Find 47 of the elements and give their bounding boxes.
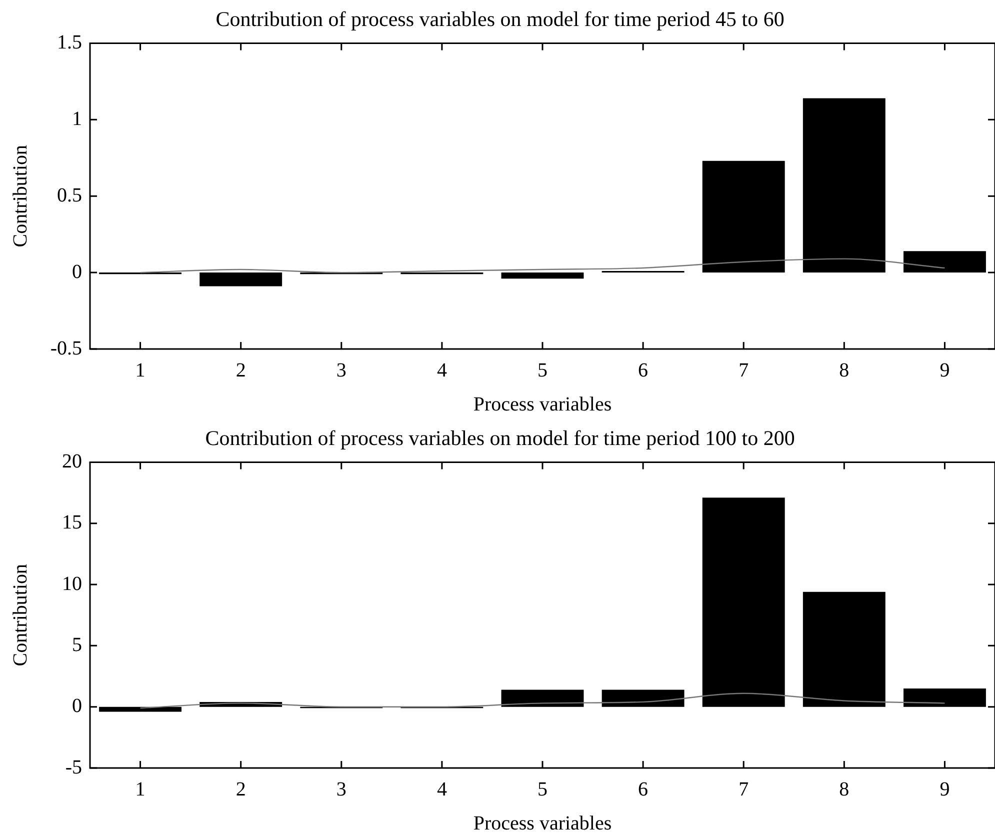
y-tick-label: 1: [72, 108, 82, 130]
bar: [903, 251, 986, 273]
line-series: [140, 258, 946, 274]
x-tick-label: 5: [538, 778, 548, 800]
x-tick-label: 3: [336, 778, 346, 800]
x-tick-label: 7: [738, 359, 749, 382]
bar: [802, 592, 886, 707]
y-tick-label: 20: [62, 450, 82, 472]
x-tick-label: 6: [638, 778, 648, 800]
bar: [802, 98, 886, 273]
y-tick-label: -5: [65, 756, 82, 778]
y-tick-label: -0.5: [50, 337, 82, 360]
x-axis-title: Process variables: [473, 393, 612, 416]
x-tick-label: 2: [236, 778, 246, 800]
chart-title: Contribution of process variables on model for time period 45 to 60: [216, 7, 784, 32]
x-tick-label: 8: [839, 778, 850, 800]
chart-title: Contribution of process variables on model for time period 100 to 200: [205, 426, 795, 450]
x-tick-label: 3: [336, 359, 346, 382]
y-tick-label: 0: [72, 260, 82, 283]
x-tick-label: 2: [236, 359, 246, 382]
y-tick-label: 1.5: [57, 31, 82, 54]
y-axis-title: Contribution: [9, 564, 32, 666]
x-tick-label: 8: [839, 359, 850, 382]
bar: [702, 498, 785, 707]
x-tick-label: 1: [135, 778, 146, 800]
bar: [501, 272, 584, 279]
y-tick-label: 15: [62, 512, 82, 534]
x-tick-label: 9: [940, 778, 950, 800]
bar: [200, 272, 282, 286]
y-tick-label: 0: [72, 695, 82, 718]
bar: [602, 690, 684, 707]
x-axis-title: Process variables: [473, 812, 612, 834]
bar: [903, 688, 986, 707]
y-axis-title: Contribution: [9, 144, 32, 248]
x-tick-label: 6: [638, 359, 648, 382]
x-tick-label: 9: [940, 359, 950, 382]
y-tick-label: 10: [62, 572, 82, 595]
bar: [501, 690, 584, 707]
x-tick-label: 1: [135, 359, 146, 382]
line-series: [140, 692, 946, 709]
x-tick-label: 4: [436, 778, 447, 800]
y-tick-label: 0.5: [57, 184, 82, 206]
y-tick-label: 5: [72, 634, 82, 656]
x-tick-label: 7: [738, 778, 749, 800]
x-tick-label: 5: [538, 359, 548, 382]
bar: [702, 160, 785, 273]
x-tick-label: 4: [436, 359, 447, 382]
